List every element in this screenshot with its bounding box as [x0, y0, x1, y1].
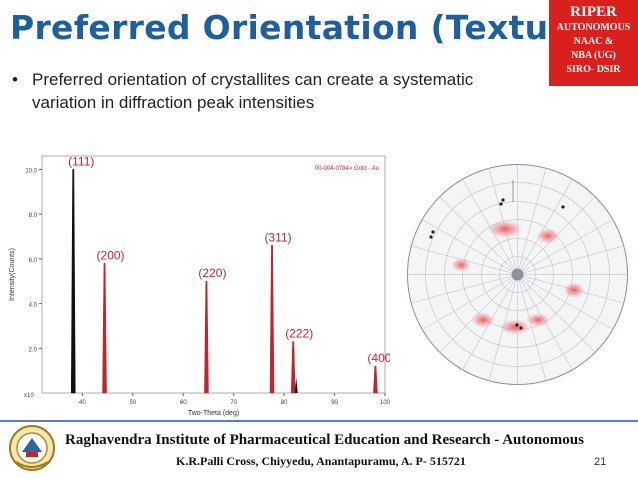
badge-line-3: NAAC &	[573, 36, 614, 47]
texture-hotspot	[487, 220, 523, 238]
peak-111	[70, 169, 76, 394]
badge-line-2: AUTONOMOUS	[556, 22, 631, 33]
xrd-chart: 2.0 4.0 6.0 8.0 10.0 40 50 60 70 80 90 100 x10 Two-Th…	[0, 148, 395, 420]
pole-spoke	[517, 245, 624, 275]
riper-badge: RIPER AUTONOMOUS NAAC & NBA (UG) SIRO- D…	[549, 0, 638, 86]
texture-hotspot	[563, 282, 585, 298]
chart-axes: 2.0 4.0 6.0 8.0 10.0 40 50 60 70 80 90 100 x10 Two-Th…	[9, 155, 391, 417]
pole-marker	[501, 198, 505, 202]
institute-logo	[8, 424, 56, 472]
pole-spoke	[439, 196, 518, 275]
x-tick-label: 90	[331, 400, 338, 406]
x-tick-label: 40	[79, 400, 86, 406]
chart-annotation: 00-004-0784> Gold - Au	[315, 166, 379, 172]
peak-label: (311)	[264, 230, 291, 244]
peak-label: (111)	[68, 154, 94, 168]
peak-label: (400)	[367, 351, 390, 365]
x-tick-label: 50	[129, 400, 136, 406]
footer-institute: Raghavendra Institute of Pharmaceutical …	[65, 432, 584, 448]
y-tick-label: 10.0	[25, 168, 37, 174]
peak-200	[102, 263, 107, 394]
x-tick-label: 100	[380, 400, 390, 406]
plot-frame	[41, 155, 386, 394]
chart-labels: (111) (200) (220) (311) (222) (400)	[68, 154, 395, 365]
pole-spoke	[517, 274, 613, 330]
peak-400	[373, 365, 378, 394]
y-tick-label: 4.0	[29, 303, 38, 309]
pole-figure	[405, 162, 630, 387]
bullet-text: Preferred orientation of crystallites ca…	[32, 70, 474, 112]
pole-spoke	[517, 168, 547, 275]
peak-222	[290, 341, 296, 394]
pole-spoke	[517, 274, 596, 353]
footer-divider	[0, 420, 638, 422]
x-tick-label: 80	[281, 400, 288, 406]
badge-line-4: NBA (UG)	[571, 50, 616, 61]
xrd-chart-svg: 2.0 4.0 6.0 8.0 10.0 40 50 60 70 80 90 100 x10 Two-Th…	[0, 148, 395, 420]
pole-spoke	[422, 274, 518, 330]
pole-marker	[519, 326, 523, 330]
pole-marker	[515, 323, 519, 327]
texture-hotspot	[526, 313, 550, 327]
y-tick-label: 2.0	[29, 347, 38, 353]
pole-center	[511, 268, 524, 281]
chart-peaks	[70, 169, 378, 394]
logo-emblem-icon	[9, 425, 55, 471]
peak-311	[269, 245, 275, 394]
pole-spoke	[517, 274, 547, 381]
bullet-dot-icon: •	[12, 70, 18, 89]
texture-hotspot	[499, 319, 531, 335]
x-tick-label: 70	[230, 400, 237, 406]
pole-figure-svg	[407, 164, 628, 385]
bullet-point: • Preferred orientation of crystallites …	[12, 68, 532, 114]
pole-spoke	[517, 219, 613, 275]
pole-spoke	[411, 274, 518, 304]
texture-hotspot	[536, 228, 560, 244]
x-axis-label: Two-Theta (deg)	[188, 410, 239, 417]
pole-marker	[561, 205, 565, 209]
slide-title: Preferred Orientation (Texture)	[10, 8, 604, 47]
badge-line-1: RIPER	[570, 4, 617, 20]
peak-220	[204, 280, 209, 394]
pole-grid	[407, 164, 628, 385]
texture-hotspot	[451, 258, 471, 272]
pole-spoke	[422, 219, 518, 275]
peak-label: (222)	[285, 327, 313, 341]
pole-marker	[499, 202, 503, 206]
page-number: 21	[594, 456, 607, 468]
y-axis-label: Intensity(Counts)	[9, 248, 16, 301]
y-tick-label: 8.0	[29, 213, 38, 219]
pole-hotspots	[451, 220, 585, 335]
y-tick-label: 6.0	[29, 258, 38, 264]
minor-peak	[294, 377, 298, 393]
badge-line-5: SIRO- DSIR	[566, 64, 621, 75]
footer-address: K.R.Palli Cross, Chiyyedu, Anantapuramu,…	[176, 454, 466, 468]
texture-hotspot	[471, 312, 495, 328]
pole-spoke	[517, 179, 573, 275]
pole-markers	[429, 180, 565, 330]
pole-marker	[431, 230, 435, 234]
peak-label: (200)	[97, 248, 125, 262]
pole-marker	[429, 235, 433, 239]
y-multiplier: x10	[24, 393, 34, 399]
peak-label: (220)	[198, 266, 226, 280]
x-tick-label: 60	[180, 400, 187, 406]
